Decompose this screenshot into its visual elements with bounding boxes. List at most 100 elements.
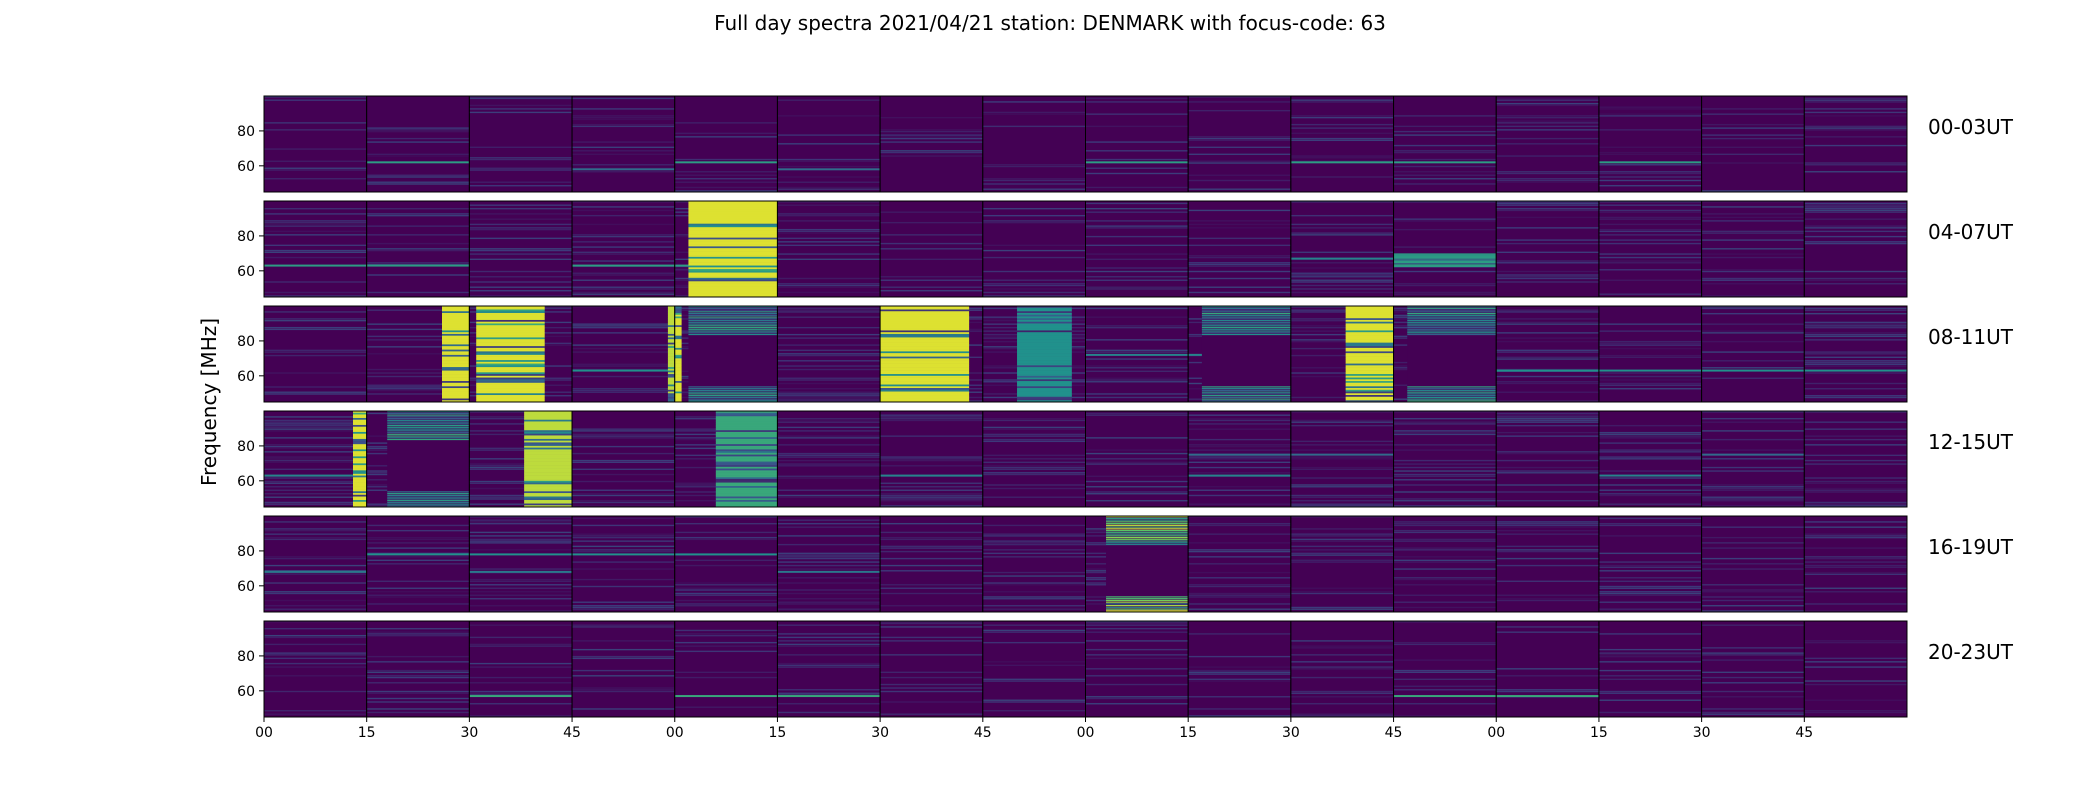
noise-band — [1290, 449, 1394, 451]
noise-band — [1598, 382, 1702, 385]
noise-band — [366, 335, 470, 338]
noise-band — [674, 174, 778, 176]
burst-band — [1407, 307, 1497, 309]
noise-band — [982, 641, 1086, 644]
noise-band — [1804, 361, 1907, 364]
noise-band — [1804, 136, 1907, 138]
noise-band — [1085, 683, 1189, 686]
burst-band — [667, 398, 675, 401]
noise-band — [777, 134, 881, 136]
noise-band — [366, 389, 470, 392]
noise-band — [1188, 255, 1291, 257]
noise-band — [1598, 153, 1702, 155]
noise-band — [264, 351, 367, 353]
noise-band — [1188, 708, 1291, 710]
noise-band — [777, 377, 881, 379]
burst-band — [674, 318, 682, 321]
noise-band — [366, 183, 470, 185]
panel-background — [1393, 621, 1497, 717]
noise-band — [777, 711, 881, 714]
noise-band — [366, 634, 470, 637]
noise-band — [880, 465, 983, 467]
burst-band — [715, 411, 778, 414]
spectra-panel — [468, 305, 573, 403]
noise-band — [1598, 201, 1702, 203]
noise-band — [366, 627, 470, 630]
noise-band — [880, 211, 983, 213]
noise-band — [572, 433, 675, 436]
noise-band — [1598, 594, 1702, 596]
burst-band — [524, 475, 573, 478]
noise-band — [1085, 412, 1189, 415]
y-tick-label: 80 — [237, 334, 255, 350]
burst-band — [1106, 606, 1189, 608]
burst-band — [880, 393, 970, 396]
burst-band — [688, 227, 778, 230]
noise-band — [1496, 178, 1599, 180]
noise-band — [1598, 151, 1702, 154]
noise-band — [1085, 657, 1189, 660]
x-tick-label: 30 — [460, 725, 478, 741]
noise-band — [1290, 123, 1394, 126]
noise-band — [1701, 547, 1805, 549]
noise-band — [469, 690, 573, 693]
burst-band — [715, 465, 778, 468]
noise-band — [1085, 211, 1189, 213]
noise-band — [982, 629, 1086, 632]
burst-band — [880, 379, 970, 382]
radio-burst — [476, 306, 545, 403]
noise-band — [1804, 360, 1907, 362]
noise-band — [1598, 372, 1702, 374]
noise-band — [264, 666, 367, 668]
noise-band — [264, 249, 367, 252]
burst-band — [667, 391, 675, 394]
burst-band — [1017, 395, 1072, 398]
noise-band — [1393, 144, 1497, 147]
spectra-panel — [1495, 515, 1600, 613]
noise-band — [264, 444, 367, 446]
noise-band — [264, 486, 367, 488]
noise-band — [1804, 444, 1907, 446]
panel-background — [1598, 516, 1702, 612]
noise-band — [469, 185, 573, 187]
noise-band — [1804, 372, 1907, 374]
noise-band — [1188, 256, 1291, 259]
noise-band — [1393, 659, 1497, 661]
y-tick-label: 60 — [237, 264, 255, 280]
noise-band — [1701, 216, 1805, 219]
burst-band — [715, 493, 778, 496]
noise-band — [366, 529, 470, 532]
noise-band — [880, 550, 983, 553]
radio-burst — [674, 306, 682, 403]
noise-band — [1598, 388, 1702, 390]
burst-band — [880, 330, 970, 333]
noise-band — [366, 671, 470, 674]
noise-band — [1290, 496, 1394, 498]
burst-band — [1407, 391, 1497, 393]
noise-band — [264, 419, 367, 422]
burst-band — [688, 395, 778, 397]
noise-band — [1598, 652, 1702, 654]
noise-band — [1496, 276, 1599, 278]
noise-band — [1598, 437, 1702, 439]
burst-band — [667, 360, 675, 363]
noise-band — [1290, 440, 1394, 443]
noise-band — [982, 183, 1086, 185]
noise-band — [572, 116, 675, 119]
burst-band — [1106, 521, 1189, 523]
noise-band — [1804, 666, 1907, 668]
burst-band — [1345, 396, 1394, 399]
noise-band — [1496, 260, 1599, 262]
noise-band — [777, 421, 881, 423]
burst-band — [667, 374, 675, 377]
burst-band — [352, 487, 367, 490]
noise-band — [777, 241, 881, 243]
noise-band — [366, 375, 470, 378]
spectra-panel — [1085, 95, 1189, 193]
noise-band — [1290, 690, 1394, 693]
noise-band — [1290, 281, 1394, 283]
spectra-panel — [263, 95, 368, 193]
panel-background — [1496, 306, 1599, 402]
noise-band — [1290, 661, 1394, 663]
noise-band — [777, 543, 881, 546]
